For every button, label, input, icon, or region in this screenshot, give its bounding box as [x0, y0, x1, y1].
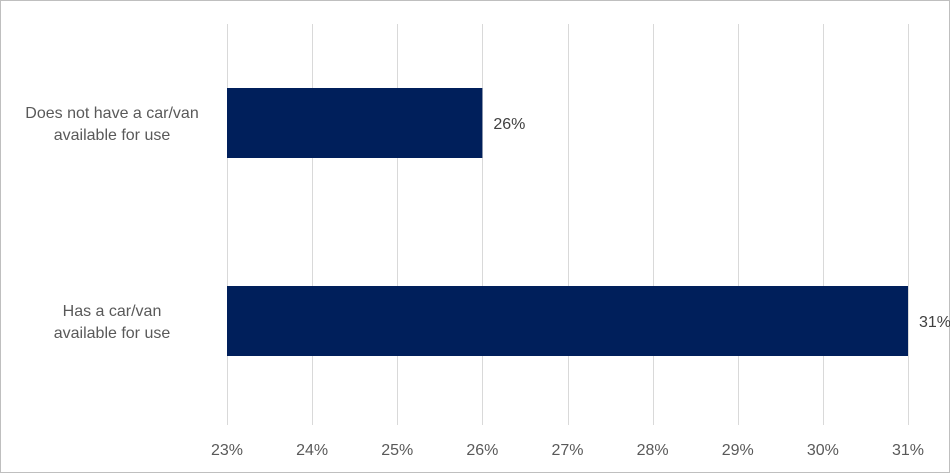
x-axis-tick-labels: 23% 24% 25% 26% 27% 28% 29% 30% 31%	[211, 442, 924, 459]
x-tick-label: 24%	[296, 442, 328, 459]
bars	[227, 88, 908, 356]
x-tick-label: 26%	[466, 442, 498, 459]
data-label-0: 26%	[493, 116, 525, 133]
bar-0	[227, 88, 483, 158]
x-tick-label: 31%	[892, 442, 924, 459]
data-label-1: 31%	[919, 314, 950, 331]
data-labels: 26% 31%	[493, 116, 950, 331]
gridlines	[227, 24, 909, 425]
category-label-0: Does not have a car/van available for use	[25, 105, 198, 144]
category-labels: Does not have a car/van available for use…	[25, 105, 198, 342]
x-tick-label: 27%	[551, 442, 583, 459]
x-tick-label: 30%	[807, 442, 839, 459]
x-tick-label: 29%	[722, 442, 754, 459]
category-label-1: Has a car/van available for use	[54, 303, 171, 342]
x-tick-label: 25%	[381, 442, 413, 459]
x-tick-label: 23%	[211, 442, 243, 459]
bar-1	[227, 286, 908, 356]
x-tick-label: 28%	[637, 442, 669, 459]
